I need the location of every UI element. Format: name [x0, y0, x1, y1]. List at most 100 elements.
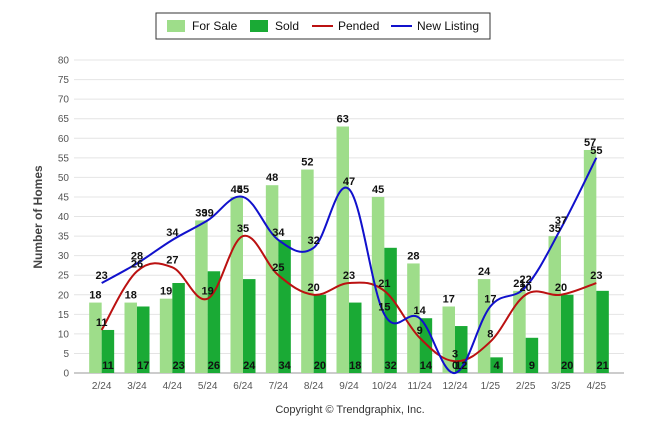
y-tick-label: 70: [58, 95, 70, 106]
y-tick-label: 65: [58, 114, 70, 125]
data-label-sold: 34: [278, 360, 291, 372]
bar-sold: [384, 247, 397, 373]
legend: For Sale Sold Pended New Listing: [155, 12, 491, 40]
data-label-sold: 9: [529, 360, 535, 372]
y-axis-label: Number of Homes: [31, 165, 45, 269]
data-label-pended: 21: [378, 278, 390, 290]
y-tick-label: 30: [58, 251, 70, 262]
data-label-new-listing: 28: [131, 250, 143, 262]
bar-sold: [313, 294, 327, 373]
data-label-pended: 26: [131, 258, 143, 270]
data-label-sold: 21: [596, 360, 608, 372]
y-tick-label: 50: [58, 173, 70, 184]
x-tick-label: 9/24: [339, 381, 359, 392]
data-label-sold: 24: [243, 360, 256, 372]
x-tick-label: 10/24: [372, 381, 397, 392]
bar-for-sale: [265, 185, 279, 373]
bars: [89, 126, 609, 373]
x-tick-label: 2/25: [516, 381, 536, 392]
bar-for-sale: [230, 196, 243, 373]
data-label-for-sale: 18: [89, 290, 101, 302]
copyright-text: Copyright © Trendgraphix, Inc.: [275, 404, 424, 416]
legend-swatch-for-sale: [167, 20, 185, 32]
x-tick-label: 11/24: [408, 381, 433, 392]
y-axis-ticks: 0 5 10 15 20 25 30 35 40 45 50 55 60 65 70 75 80: [58, 56, 70, 380]
data-label-sold: 17: [137, 360, 149, 372]
x-tick-label: 3/25: [551, 381, 571, 392]
bar-for-sale: [513, 290, 526, 373]
legend-label-sold: Sold: [275, 19, 299, 33]
x-tick-label: 12/24: [442, 381, 467, 392]
data-label-sold: 23: [172, 360, 184, 372]
x-axis-ticks: 2/24 3/24 4/24 5/24 6/24 7/24 8/24 9/24 10/24 11/…: [92, 381, 607, 392]
data-label-new-listing: 17: [484, 293, 496, 305]
bar-sold: [561, 294, 574, 373]
data-label-pended: 23: [590, 270, 602, 282]
bar-sold: [278, 239, 291, 373]
data-label-for-sale: 35: [549, 223, 561, 235]
x-tick-label: 6/24: [233, 381, 253, 392]
y-tick-label: 35: [58, 232, 70, 243]
data-label-for-sale: 39: [195, 207, 207, 219]
x-tick-label: 4/25: [587, 381, 607, 392]
bar-for-sale: [159, 298, 173, 373]
data-label-pended: 11: [96, 317, 108, 329]
y-tick-label: 45: [58, 192, 70, 203]
data-label-for-sale: 21: [513, 278, 525, 290]
data-label-for-sale: 63: [337, 114, 349, 126]
bar-sold: [137, 306, 150, 373]
x-tick-label: 7/24: [269, 381, 289, 392]
data-label-for-sale: 24: [478, 266, 491, 278]
bar-for-sale: [89, 302, 102, 373]
data-label-new-listing: 0: [452, 360, 458, 372]
bar-for-sale: [124, 302, 137, 373]
bar-sold: [243, 279, 256, 373]
x-tick-label: 5/24: [198, 381, 218, 392]
data-label-pended: 23: [343, 270, 355, 282]
data-label-new-listing: 34: [272, 227, 285, 239]
x-tick-label: 2/24: [92, 381, 112, 392]
data-label-sold: 11: [102, 360, 114, 372]
bar-sold: [349, 302, 362, 373]
y-tick-label: 15: [58, 310, 70, 321]
x-tick-label: 4/24: [163, 381, 183, 392]
data-label-for-sale: 45: [372, 184, 384, 196]
data-label-pended: 3: [452, 348, 458, 360]
y-tick-label: 20: [58, 290, 70, 301]
data-label-sold: 4: [494, 360, 501, 372]
data-label-for-sale: 28: [407, 250, 419, 262]
data-label-pended: 35: [237, 223, 249, 235]
bar-for-sale: [442, 306, 455, 373]
bar-sold: [172, 283, 185, 373]
data-label-sold: 26: [208, 360, 220, 372]
data-label-new-listing: 22: [520, 274, 532, 286]
legend-label-pended: Pended: [338, 19, 379, 33]
y-tick-label: 80: [58, 56, 70, 67]
data-label-new-listing: 15: [378, 301, 390, 313]
data-label-new-listing: 55: [590, 145, 602, 157]
bar-sold: [490, 357, 503, 373]
y-tick-label: 10: [58, 329, 70, 340]
bar-for-sale: [548, 236, 561, 373]
data-label-for-sale: 18: [125, 290, 137, 302]
data-label-for-sale: 19: [160, 286, 172, 298]
data-label-new-listing: 39: [202, 207, 214, 219]
data-label-sold: 18: [349, 360, 361, 372]
lines: [100, 157, 598, 374]
data-label-new-listing: 37: [555, 215, 567, 227]
data-label-for-sale: 52: [301, 157, 313, 169]
legend-swatch-sold: [250, 20, 268, 32]
data-label-for-sale: 45: [231, 184, 243, 196]
bar-sold: [525, 337, 539, 373]
bar-for-sale: [336, 126, 349, 373]
data-label-sold: 20: [314, 360, 326, 372]
y-tick-label: 5: [63, 349, 69, 360]
y-tick-label: 25: [58, 271, 70, 282]
data-label-new-listing: 34: [166, 227, 179, 239]
data-label-new-listing: 32: [308, 235, 320, 247]
bar-for-sale: [407, 263, 420, 373]
data-label-for-sale: 17: [443, 293, 455, 305]
data-label-for-sale: 48: [266, 172, 278, 184]
bar-sold: [596, 290, 609, 373]
